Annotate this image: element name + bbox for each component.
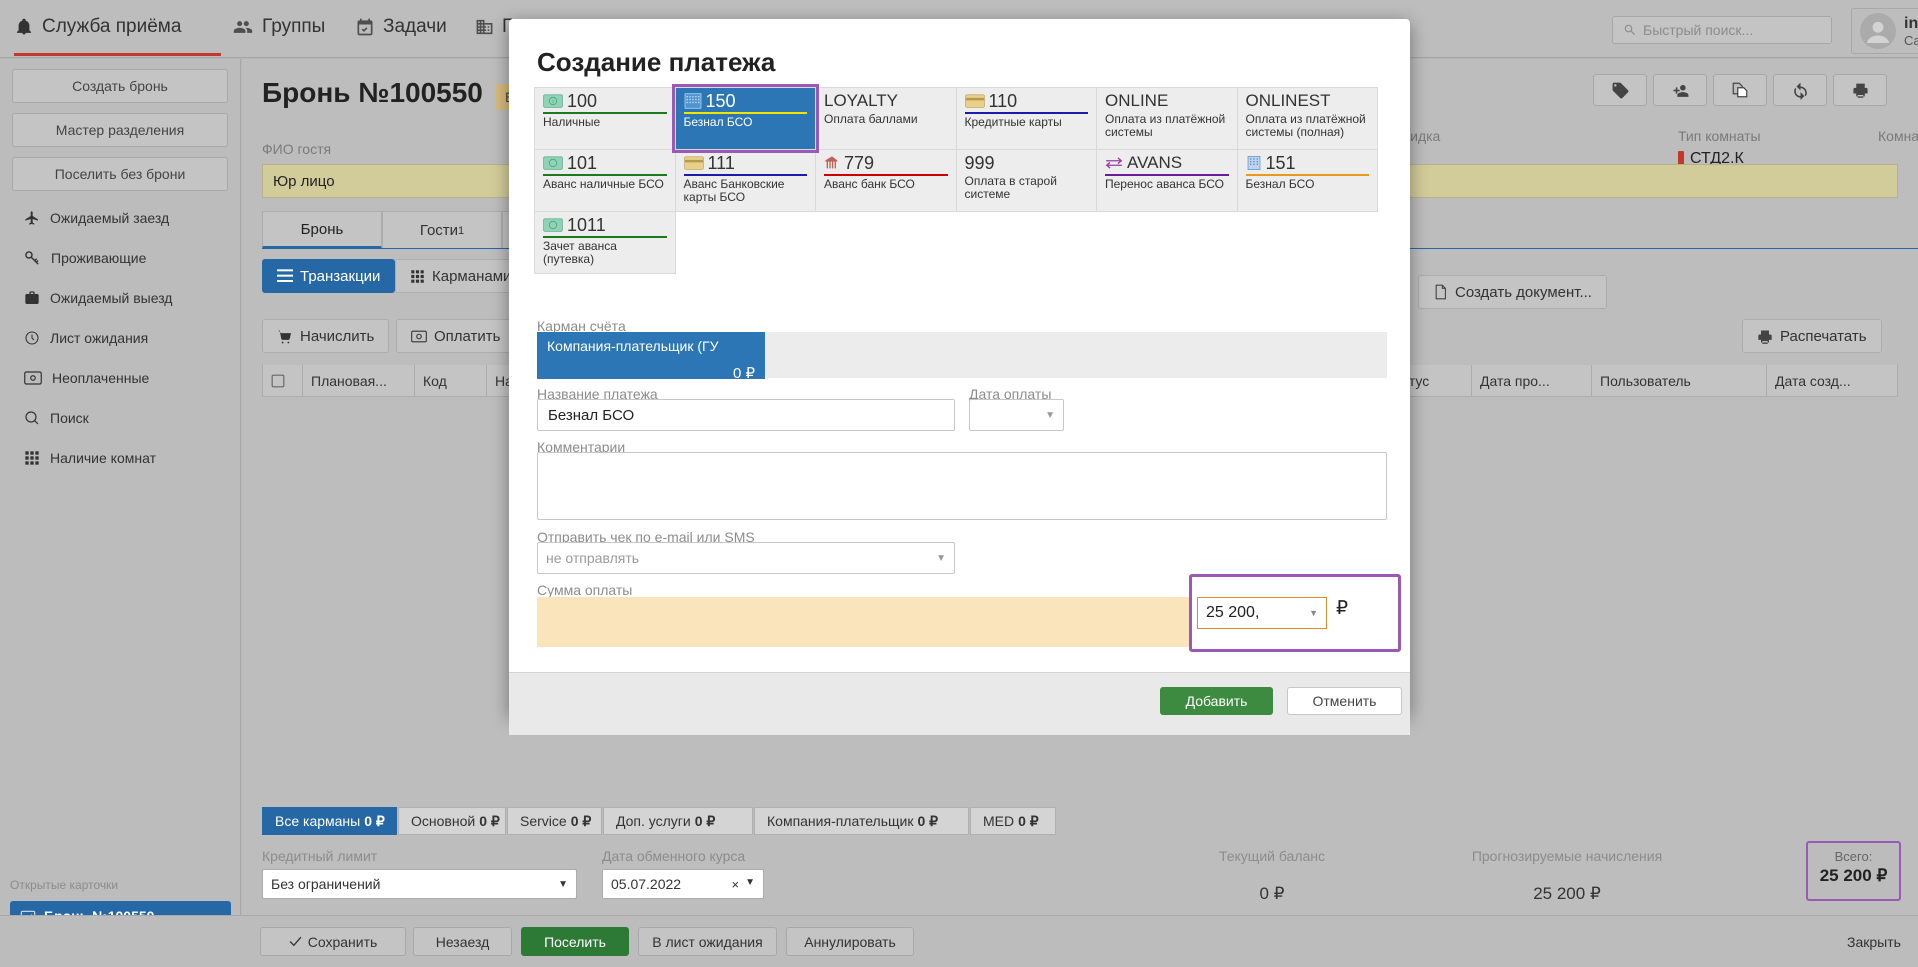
svg-text:i: i — [552, 99, 553, 105]
